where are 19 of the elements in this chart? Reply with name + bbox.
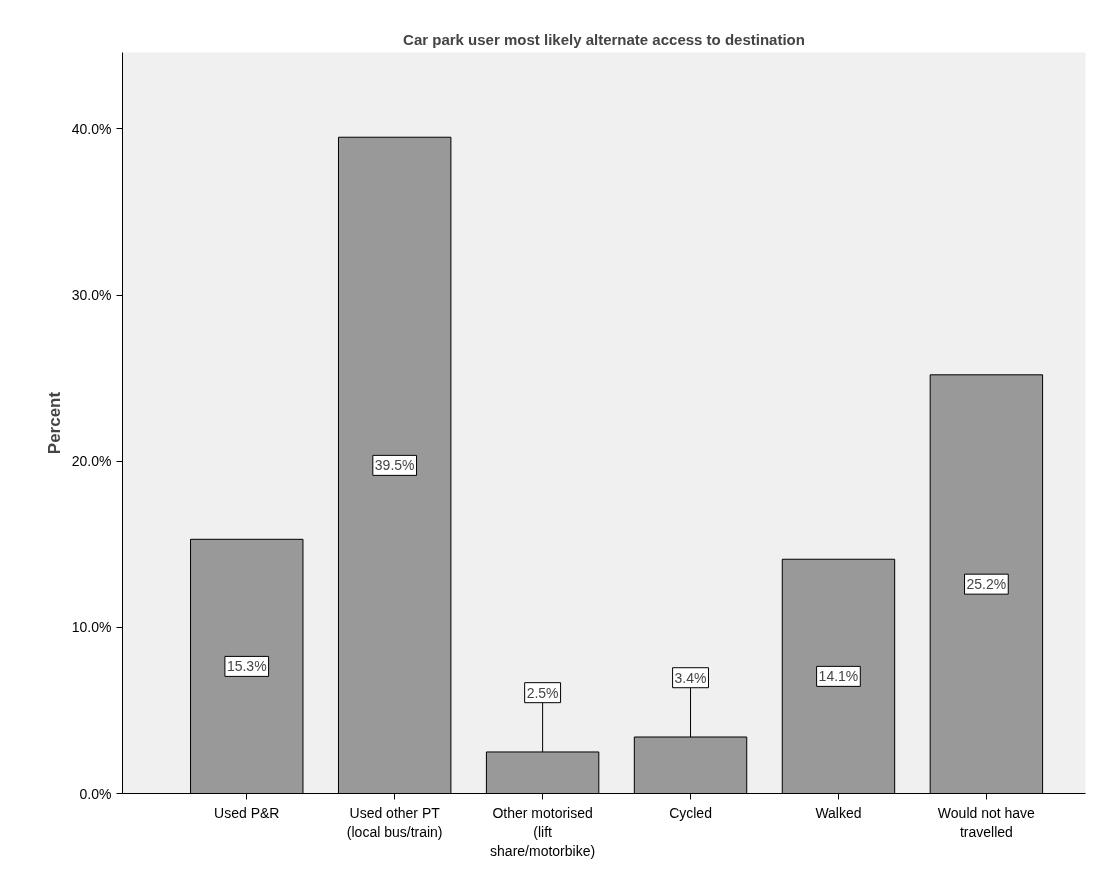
y-axis-title: Percent (44, 391, 64, 455)
y-tick-label: 40.0% (71, 120, 112, 137)
x-tick-label: Walked (815, 804, 862, 821)
y-tick-label: 30.0% (71, 287, 112, 304)
data-label: 15.3% (226, 658, 267, 675)
y-tick-label: 20.0% (71, 453, 112, 470)
y-tick-label: 0.0% (79, 785, 112, 802)
x-tick-label: Cycled (669, 804, 712, 821)
y-tick-label: 10.0% (71, 619, 112, 636)
x-tick-label: Other motorised (lift share/motorbike) (490, 804, 596, 859)
data-label: 14.1% (818, 668, 859, 685)
data-label: 2.5% (526, 684, 559, 701)
x-tick-label: Used other PT (local bus/train) (346, 804, 443, 840)
chart-title: Car park user most likely alternate access to destination (403, 30, 805, 48)
data-label: 39.5% (374, 457, 415, 474)
data-label: 25.2% (966, 576, 1007, 593)
data-label: 3.4% (674, 669, 707, 686)
x-tick-label: Would not have travelled (937, 804, 1036, 840)
x-tick-label: Used P&R (214, 804, 280, 821)
